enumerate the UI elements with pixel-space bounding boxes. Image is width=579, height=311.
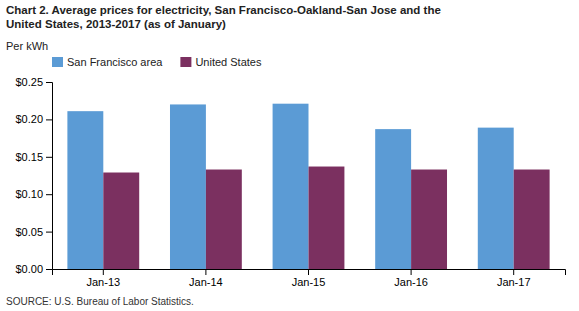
y-tick-mark — [46, 82, 52, 83]
legend-label: United States — [195, 56, 262, 68]
y-tick-label: $0.00 — [15, 263, 43, 275]
y-tick: $0.05 — [15, 226, 52, 238]
y-tick-label: $0.20 — [15, 113, 43, 125]
y-tick-label: $0.25 — [15, 76, 43, 88]
bar — [67, 111, 103, 269]
bar — [375, 129, 411, 269]
y-tick: $0.20 — [15, 113, 52, 125]
x-axis-line — [53, 270, 566, 276]
legend-item: United States — [180, 56, 262, 68]
legend-item: San Francisco area — [52, 56, 163, 68]
bar-series — [67, 104, 513, 269]
x-tick-label: Jan-13 — [86, 276, 120, 288]
y-tick: $0.15 — [15, 151, 52, 163]
x-tick-label: Jan-16 — [394, 276, 428, 288]
y-tick-mark — [46, 119, 52, 120]
bar-series — [103, 167, 549, 269]
y-axis: $0.00 $0.05 $0.10 $0.15 $0.20 $0.25 — [15, 76, 52, 275]
plot: $0.00$0.05$0.10$0.15$0.20$0.25Jan-13Jan-… — [15, 76, 565, 288]
bar — [170, 104, 206, 269]
x-tick-label: Jan-14 — [189, 276, 223, 288]
legend-swatch — [52, 57, 63, 67]
y-tick-label: $0.15 — [15, 151, 43, 163]
y-axis-line — [46, 83, 53, 270]
bar — [309, 167, 345, 269]
y-tick: $0.10 — [15, 188, 52, 200]
bars — [67, 104, 549, 269]
x-tick-mark — [513, 269, 514, 275]
x-tick-mark — [103, 269, 104, 275]
bar — [273, 104, 309, 269]
bar — [411, 170, 447, 269]
y-tick-mark — [46, 194, 52, 195]
x-tick-label: Jan-15 — [292, 276, 326, 288]
x-tick: Jan-16 — [394, 269, 428, 288]
legend-label: San Francisco area — [67, 56, 163, 68]
x-tick-mark — [205, 269, 206, 275]
legend: San Francisco area United States — [52, 56, 262, 68]
y-tick-mark — [46, 157, 52, 158]
chart: Chart 2. Average prices for electricity,… — [0, 0, 579, 311]
x-tick-label: Jan-17 — [497, 276, 531, 288]
y-tick: $0.25 — [15, 76, 52, 88]
bar — [103, 173, 139, 269]
x-tick: Jan-13 — [86, 269, 120, 288]
bar — [478, 128, 514, 269]
y-tick-mark — [46, 269, 52, 270]
bar — [514, 170, 550, 269]
bar — [206, 170, 242, 269]
x-tick: Jan-17 — [497, 269, 531, 288]
title: United States, 2013-2017 (as of January) — [6, 18, 226, 30]
x-tick-mark — [411, 269, 412, 275]
y-axis-label: Per kWh — [6, 40, 48, 52]
y-tick-mark — [46, 232, 52, 233]
y-tick-label: $0.05 — [15, 226, 43, 238]
legend-swatch — [180, 57, 191, 67]
y-tick-label: $0.10 — [15, 188, 43, 200]
y-tick: $0.00 — [15, 263, 52, 275]
x-tick-mark — [308, 269, 309, 275]
x-axis: Jan-13 Jan-14 Jan-15 Jan-16 Jan-17 — [53, 269, 566, 288]
source: SOURCE: U.S. Bureau of Labor Statistics. — [6, 296, 194, 307]
title: Chart 2. Average prices for electricity,… — [6, 4, 441, 16]
x-tick: Jan-15 — [292, 269, 326, 288]
x-tick: Jan-14 — [189, 269, 223, 288]
